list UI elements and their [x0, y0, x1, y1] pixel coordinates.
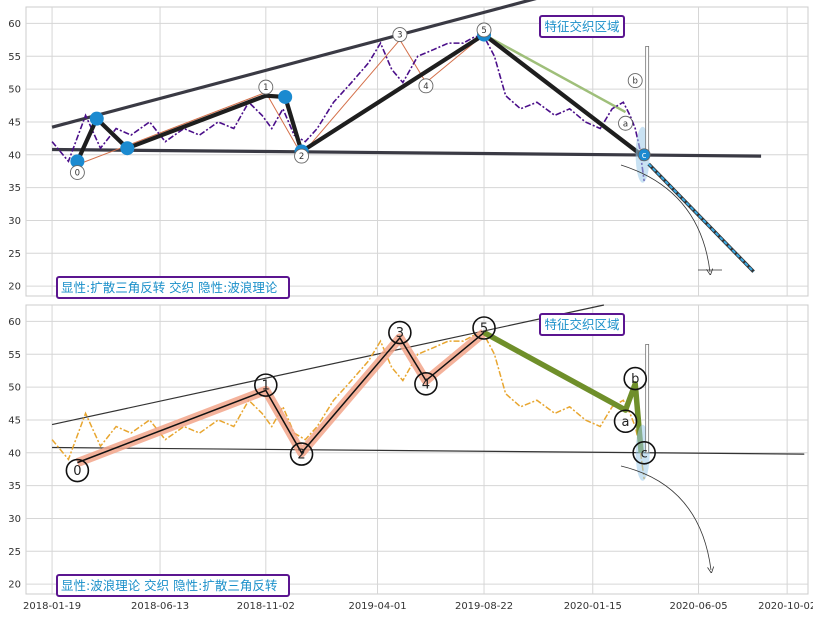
wave-label-1: 1 [263, 83, 268, 93]
y-tick-label: 45 [8, 415, 21, 426]
y-tick-label: 45 [8, 117, 21, 128]
price-series [51, 333, 645, 480]
lower-trendline [52, 446, 805, 455]
forecast-bar [645, 46, 650, 156]
wave-label-b: b [633, 77, 638, 87]
forecast-line [647, 163, 755, 273]
wave-label-2: 2 [299, 152, 304, 162]
wave-label-a: a [623, 119, 628, 129]
wave-label-5: 5 [480, 321, 488, 336]
wave-label-c: c [642, 151, 647, 161]
y-tick-label: 50 [8, 383, 21, 394]
y-tick-label: 50 [8, 85, 21, 96]
panel-top: 202530354045505560012345abc特征交织区域显性:扩散三角… [8, 0, 809, 299]
wave-guide-line [77, 34, 485, 166]
wave-label-3: 3 [396, 326, 404, 341]
wave-label-circle [392, 27, 408, 43]
pivot-marker [120, 141, 135, 156]
wave-label-circle [289, 442, 314, 466]
wave-label-circle [627, 73, 643, 89]
feature-zone-label: 特征交织区域 [544, 19, 619, 34]
wave-label-circle [637, 148, 651, 162]
y-tick-label: 40 [8, 150, 21, 161]
forecast-bar [645, 344, 650, 454]
wave-label-circle [414, 372, 438, 396]
upper-trendline [51, 0, 537, 129]
wave-label-1: 1 [262, 379, 270, 394]
footer-pattern-label: 显性:扩散三角反转 交织 隐性:波浪理论 [61, 280, 278, 295]
panel-bottom: 202530354045505560012345abc特征交织区域显性:波浪理论… [8, 304, 809, 597]
x-tick-label: 2018-06-13 [131, 601, 189, 612]
pivot-marker [278, 89, 293, 104]
wave-label-circle [472, 316, 496, 340]
feature-zone-label: 特征交织区域 [544, 317, 619, 332]
y-tick-label: 30 [8, 514, 21, 525]
x-tick-label: 2018-01-19 [23, 601, 81, 612]
y-tick-label: 40 [8, 448, 21, 459]
wave-label-4: 4 [422, 377, 430, 392]
wave-label-3: 3 [397, 31, 402, 41]
x-tick-label: 2020-06-05 [669, 601, 727, 612]
wave-label-circle [254, 373, 278, 397]
plot-frame [25, 304, 809, 595]
y-tick-label: 55 [8, 52, 21, 63]
wave-label-circle [632, 440, 656, 465]
x-tick-label: 2019-08-22 [455, 601, 513, 612]
y-tick-label: 25 [8, 249, 21, 260]
wave-label-circle [418, 78, 434, 94]
corrective-line [483, 33, 627, 114]
corrective-line [482, 330, 644, 454]
x-tick-label: 2020-10-02 [758, 601, 813, 612]
wave-label-circle [258, 79, 274, 95]
y-tick-label: 60 [8, 317, 21, 328]
wave-label-c: c [641, 446, 648, 461]
wave-label-b: b [631, 372, 639, 387]
wave-label-a: a [622, 415, 630, 430]
price-series [51, 35, 645, 182]
x-tick-label: 2020-01-15 [564, 601, 622, 612]
y-tick-label: 25 [8, 547, 21, 558]
wave-label-4: 4 [423, 82, 428, 92]
forecast-arc [620, 164, 710, 272]
upper-trendline [51, 304, 605, 426]
wave-label-circle [65, 458, 90, 483]
wave-label-0: 0 [73, 464, 81, 479]
wave-label-circle [618, 115, 633, 131]
y-tick-label: 35 [8, 481, 21, 492]
wave-label-circle [623, 366, 648, 391]
footer-pattern-label: 显性:波浪理论 交织 隐性:扩散三角反转 [61, 578, 277, 593]
y-tick-label: 20 [8, 282, 21, 293]
y-tick-label: 30 [8, 216, 21, 227]
wave-label-circle [69, 165, 85, 180]
zigzag-line [75, 32, 643, 163]
wave-label-circle [613, 409, 638, 434]
y-tick-label: 60 [8, 19, 21, 30]
wave-label-circle [294, 148, 310, 164]
y-tick-label: 35 [8, 183, 21, 194]
pivot-marker [70, 154, 85, 169]
forecast-arc [620, 465, 711, 570]
impulse-line [77, 332, 485, 464]
wave-label-circle [476, 22, 492, 38]
pivot-marker [89, 111, 104, 126]
feature-zone-box [539, 313, 625, 336]
footer-pattern-box [56, 574, 290, 597]
feature-zone-box [539, 15, 625, 38]
wave-label-5: 5 [481, 26, 486, 36]
x-tick-label: 2019-04-01 [348, 601, 406, 612]
wave-label-2: 2 [297, 448, 305, 463]
x-tick-label: 2018-11-02 [237, 601, 295, 612]
footer-pattern-box [56, 276, 290, 299]
wave-label-circle [388, 320, 412, 345]
y-tick-label: 20 [8, 580, 21, 591]
y-tick-label: 55 [8, 350, 21, 361]
wave-label-0: 0 [75, 169, 80, 179]
